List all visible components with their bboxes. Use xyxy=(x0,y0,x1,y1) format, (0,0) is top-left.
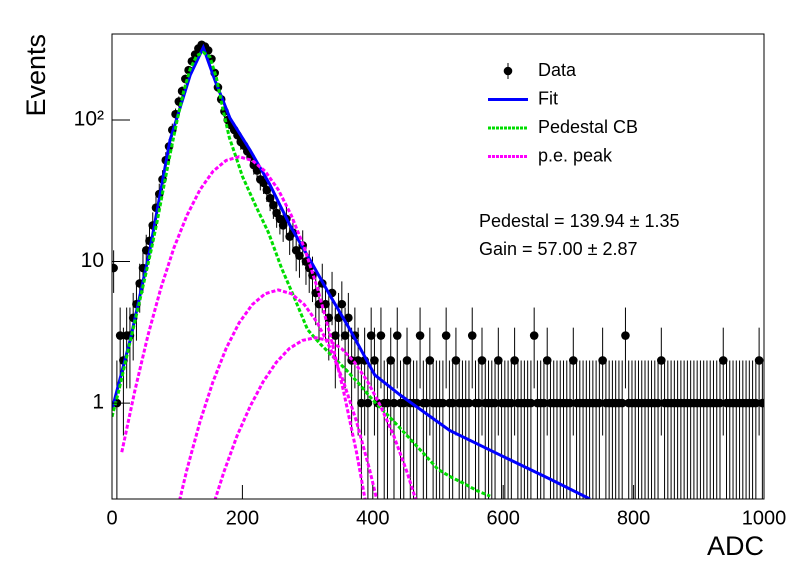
data-point xyxy=(112,263,118,273)
data-point xyxy=(392,331,402,340)
x-axis-label: ADC xyxy=(707,531,764,561)
data-point xyxy=(510,356,519,365)
fit-curve xyxy=(178,288,379,499)
y-tick-label: 1 xyxy=(92,391,104,414)
data-point xyxy=(467,331,477,340)
data-point xyxy=(653,398,663,408)
y-tick-label: 10 xyxy=(81,249,104,272)
data-point xyxy=(758,398,764,408)
frame xyxy=(111,33,765,500)
y-tick-label: 10² xyxy=(74,108,104,131)
data-point xyxy=(718,356,728,365)
data-point xyxy=(295,251,304,260)
fit-curve xyxy=(112,50,491,498)
data-point xyxy=(477,356,487,365)
x-tick-label: 800 xyxy=(617,507,650,529)
data-point xyxy=(438,398,448,408)
data-point xyxy=(340,331,350,340)
data-point xyxy=(259,178,268,188)
data-point xyxy=(494,356,503,365)
data-point xyxy=(415,331,425,340)
data-point xyxy=(262,185,272,195)
data-point xyxy=(542,356,552,365)
data-point xyxy=(474,398,484,408)
data-point xyxy=(595,398,604,408)
data-point xyxy=(269,200,278,210)
x-tick-label: 600 xyxy=(487,507,520,529)
legend-symbol xyxy=(503,66,513,76)
data-point xyxy=(754,356,764,365)
y-axis-label: Events xyxy=(21,34,51,117)
data-point xyxy=(383,398,392,408)
fit-curve xyxy=(112,43,591,499)
annotation: Pedestal = 139.94 ± 1.35 xyxy=(479,211,680,231)
data-point xyxy=(344,313,353,323)
data-point xyxy=(386,356,396,365)
annotation: Gain = 57.00 ± 2.87 xyxy=(479,239,638,259)
data-point xyxy=(565,398,575,408)
data-point xyxy=(448,398,457,408)
data-point xyxy=(539,398,549,408)
data-point xyxy=(715,398,725,408)
data-point xyxy=(265,193,275,203)
data-point xyxy=(529,331,539,340)
data-point xyxy=(422,398,431,408)
data-point xyxy=(526,398,536,408)
legend-label: p.e. peak xyxy=(538,145,613,165)
data-point xyxy=(425,356,435,365)
data-point xyxy=(389,398,399,408)
data-point xyxy=(617,398,627,408)
data-point xyxy=(441,331,451,340)
data-point xyxy=(366,331,376,340)
data-point xyxy=(115,331,125,340)
data-point xyxy=(337,299,347,309)
data-point xyxy=(324,313,334,323)
data-point xyxy=(278,221,288,230)
x-tick-label: 0 xyxy=(106,507,117,529)
data-point xyxy=(751,398,761,408)
data-point xyxy=(657,356,666,365)
fit-curve xyxy=(213,336,418,499)
data-point xyxy=(490,398,500,408)
data-point xyxy=(451,356,461,365)
x-tick-label: 1000 xyxy=(742,507,787,529)
x-tick-label: 200 xyxy=(226,507,259,529)
x-tick-label: 400 xyxy=(356,507,389,529)
plot-area xyxy=(112,40,764,499)
data-point xyxy=(402,356,412,365)
data-point xyxy=(568,356,578,365)
data-point xyxy=(357,398,366,408)
data-point xyxy=(621,331,630,340)
legend-label: Data xyxy=(538,60,577,80)
data-point xyxy=(464,398,474,408)
legend-label: Pedestal CB xyxy=(538,117,638,137)
data-point xyxy=(507,398,516,408)
data-point xyxy=(275,214,285,224)
data-point xyxy=(370,356,379,365)
data-point xyxy=(331,331,340,340)
data-point xyxy=(598,356,607,365)
data-point xyxy=(376,331,386,340)
legend-label: Fit xyxy=(538,88,558,108)
data-point xyxy=(363,398,373,408)
fit-curve xyxy=(120,155,367,499)
